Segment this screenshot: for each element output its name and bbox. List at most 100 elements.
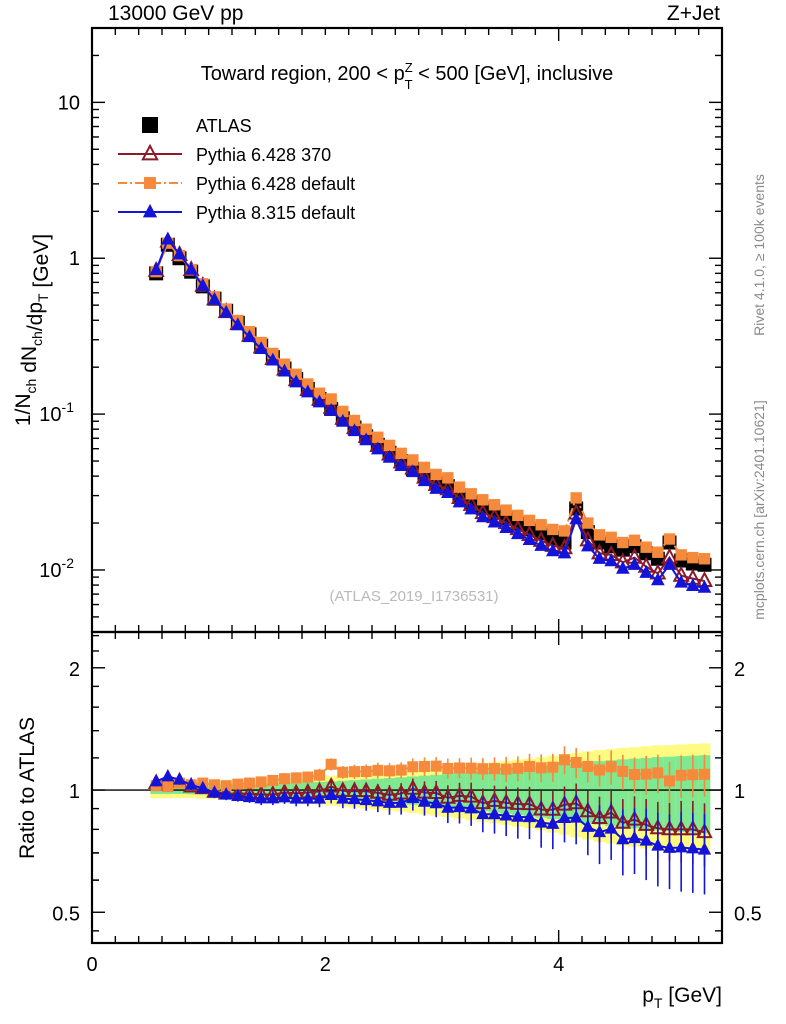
legend-label: ATLAS — [196, 116, 252, 136]
y-tick-label: 1 — [69, 248, 80, 270]
marker-filled-triangle — [406, 790, 420, 804]
marker-filled-square — [383, 765, 396, 777]
series-line — [155, 241, 705, 560]
marker-filled-square — [558, 525, 571, 537]
marker-filled-triangle — [639, 833, 653, 846]
marker-filled-triangle — [464, 501, 478, 515]
marker-filled-triangle — [569, 511, 583, 525]
marker-filled-square — [278, 773, 291, 785]
ratio-axis-label: Ratio to ATLAS — [16, 717, 39, 859]
marker-filled-square — [372, 764, 384, 776]
marker-filled-triangle — [616, 560, 630, 574]
main-panel-series — [147, 231, 713, 593]
marker-filled-square — [640, 541, 652, 553]
marker-filled-triangle — [476, 509, 490, 523]
ratio-series-pythia-8-315-default — [149, 768, 712, 895]
series-pythia-8-315-default — [149, 231, 712, 593]
marker-filled-square — [255, 776, 267, 788]
ratio-tick-label-right: 1 — [734, 781, 745, 803]
marker-filled-triangle — [452, 799, 467, 813]
marker-filled-triangle — [149, 773, 163, 787]
marker-filled-square — [675, 769, 687, 781]
series-pythia-6-428-default — [150, 237, 711, 565]
marker-filled-triangle — [511, 526, 525, 540]
marker-filled-triangle — [581, 538, 595, 552]
marker-filled-square — [652, 546, 664, 558]
marker-filled-square — [558, 754, 571, 766]
marker-filled-triangle — [207, 291, 222, 305]
ratio-tick-label-left: 0.5 — [52, 903, 80, 925]
marker-filled-square — [663, 533, 676, 545]
marker-filled-square — [383, 439, 396, 452]
marker-filled-triangle — [616, 831, 630, 845]
series-atlas — [149, 237, 712, 572]
marker-filled-triangle — [242, 329, 257, 343]
marker-filled-triangle — [627, 830, 642, 844]
marker-filled-square — [453, 762, 466, 774]
marker-filled-square — [313, 387, 326, 399]
legend-label: Pythia 8.315 default — [196, 203, 355, 223]
marker-filled-triangle — [662, 840, 677, 853]
x-tick-label: 4 — [553, 954, 564, 976]
marker-filled-square — [290, 368, 302, 381]
marker-filled-square — [512, 762, 524, 774]
analysis-watermark: (ATLAS_2019_I1736531) — [329, 588, 498, 605]
marker-filled-square — [418, 760, 431, 772]
ratio-panel-series — [147, 746, 713, 895]
marker-filled-triangle — [254, 791, 268, 804]
x-tick-label: 2 — [320, 954, 331, 976]
marker-filled-square — [652, 767, 664, 779]
marker-filled-triangle — [312, 394, 327, 408]
marker-filled-square — [687, 551, 699, 564]
marker-filled-triangle — [557, 810, 572, 823]
legend-item-3[interactable]: Pythia 8.315 default — [118, 203, 355, 223]
marker-filled-triangle — [441, 485, 455, 499]
legend-item-2[interactable]: Pythia 6.428 default — [118, 174, 355, 194]
marker-filled-triangle — [697, 579, 712, 593]
marker-filled-triangle — [161, 231, 175, 245]
legend-label: Pythia 6.428 370 — [196, 145, 331, 165]
marker-square — [142, 117, 158, 133]
ratio-tick-label-right: 2 — [734, 659, 745, 681]
y-tick-label: 10-2 — [39, 555, 74, 582]
legend-item-0[interactable]: ATLAS — [142, 116, 252, 136]
marker-filled-triangle — [149, 262, 163, 276]
marker-filled-square — [512, 509, 524, 522]
marker-filled-triangle — [487, 806, 502, 820]
marker-filled-triangle — [242, 789, 257, 803]
legend-item-1[interactable]: Pythia 6.428 370 — [118, 143, 331, 165]
marker-filled-triangle — [569, 810, 583, 823]
marker-filled-square — [465, 488, 477, 500]
marker-filled-triangle — [686, 578, 700, 592]
marker-filled-square — [220, 780, 232, 792]
marker-filled-triangle — [674, 839, 688, 853]
marker-filled-square — [313, 769, 326, 781]
marker-filled-square — [582, 517, 594, 529]
ratio-tick-label-left: 1 — [69, 781, 80, 803]
ratio-panel-frame — [90, 630, 724, 945]
marker-filled-triangle — [604, 821, 618, 834]
marker-filled-square — [617, 536, 629, 549]
marker-filled-square — [442, 472, 454, 484]
marker-filled-triangle — [546, 816, 560, 829]
marker-filled-triangle — [371, 793, 385, 807]
marker-filled-square — [570, 756, 582, 769]
marker-filled-square — [442, 762, 454, 774]
marker-filled-square — [628, 534, 641, 547]
marker-filled-square — [430, 468, 442, 481]
marker-filled-square — [523, 760, 536, 772]
series-pythia-6-428-370 — [147, 231, 713, 588]
marker-filled-triangle — [382, 449, 397, 463]
marker-filled-square — [372, 431, 384, 443]
marker-filled-triangle — [476, 806, 490, 820]
marker-filled-square — [605, 761, 617, 773]
marker-filled-square — [488, 499, 501, 511]
marker-filled-triangle — [406, 464, 420, 478]
marker-filled-square — [640, 768, 652, 780]
marker-filled-triangle — [266, 352, 280, 366]
marker-filled-square — [162, 781, 174, 793]
svg-text:1/Nch dNch/dpT [GeV]: 1/Nch dNch/dpT [GeV] — [12, 234, 53, 426]
ratio-tick-label-left: 2 — [69, 659, 80, 681]
header-process-label: Z+Jet — [667, 2, 720, 25]
